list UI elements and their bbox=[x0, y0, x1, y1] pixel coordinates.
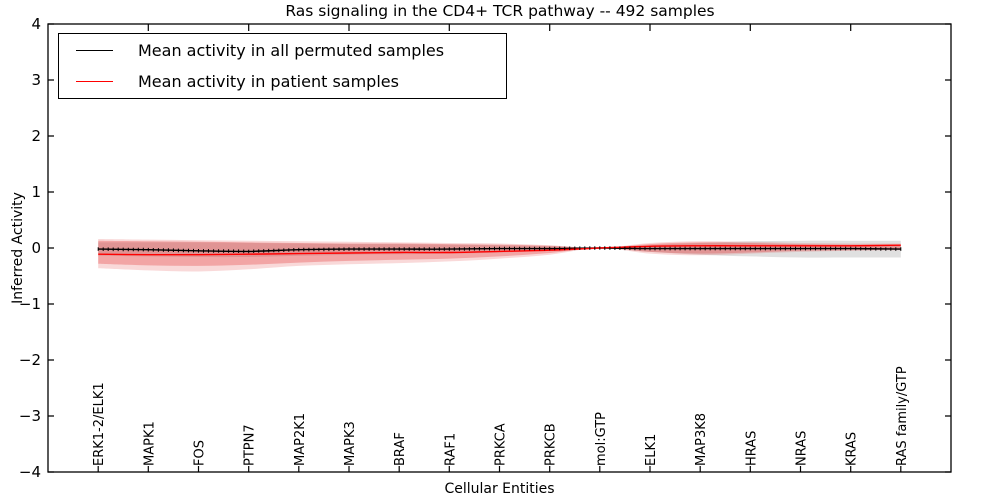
y-tick-label: 1 bbox=[31, 183, 41, 201]
x-category-label: MAPK1 bbox=[142, 421, 157, 466]
x-category-label: KRAS bbox=[845, 432, 860, 466]
y-axis-label: Inferred Activity bbox=[10, 192, 26, 304]
y-tick-label: −1 bbox=[19, 295, 41, 313]
y-tick-label: 2 bbox=[31, 127, 41, 145]
x-category-label: MAP2K1 bbox=[293, 413, 308, 466]
legend-label-patient: Mean activity in patient samples bbox=[138, 71, 399, 91]
x-category-label: BRAF bbox=[393, 432, 408, 466]
y-tick-label: 4 bbox=[31, 15, 41, 33]
x-category-label: FOS bbox=[193, 440, 208, 466]
patient-mean-line bbox=[98, 244, 901, 256]
legend-label-permuted: Mean activity in all permuted samples bbox=[138, 41, 445, 61]
legend-entry-patient: Mean activity in patient samples bbox=[59, 67, 506, 95]
x-category-label: PRKCB bbox=[544, 423, 559, 466]
y-tick-label: −3 bbox=[19, 407, 41, 425]
x-category-label: NRAS bbox=[795, 431, 810, 466]
x-category-label: MAPK3 bbox=[343, 421, 358, 466]
x-category-label: RAS family/GTP bbox=[895, 366, 910, 466]
y-tick-label: −2 bbox=[19, 351, 41, 369]
legend: Mean activity in all permuted samples Me… bbox=[58, 33, 507, 99]
x-category-label: MAP3K8 bbox=[694, 413, 709, 466]
x-category-label: mol:GTP bbox=[594, 412, 609, 466]
chart-title: Ras signaling in the CD4+ TCR pathway --… bbox=[285, 2, 715, 20]
y-tick-label: 0 bbox=[31, 239, 41, 257]
x-category-label: PTPN7 bbox=[243, 424, 258, 466]
y-tick-label: 3 bbox=[31, 71, 41, 89]
x-category-label: ERK1-2/ELK1 bbox=[92, 382, 107, 466]
permuted-line-sample bbox=[76, 50, 113, 52]
x-category-label: ELK1 bbox=[644, 434, 659, 466]
y-tick-label: −4 bbox=[19, 463, 41, 481]
x-category-label: HRAS bbox=[744, 431, 759, 466]
x-axis-label: Cellular Entities bbox=[444, 481, 555, 497]
permuted-sample-markers bbox=[97, 246, 902, 254]
legend-entry-permuted: Mean activity in all permuted samples bbox=[59, 37, 506, 65]
x-category-label: RAF1 bbox=[443, 433, 458, 466]
x-category-label: PRKCA bbox=[494, 423, 509, 466]
patient-line-sample bbox=[76, 80, 113, 82]
x-ticks bbox=[97, 24, 902, 472]
